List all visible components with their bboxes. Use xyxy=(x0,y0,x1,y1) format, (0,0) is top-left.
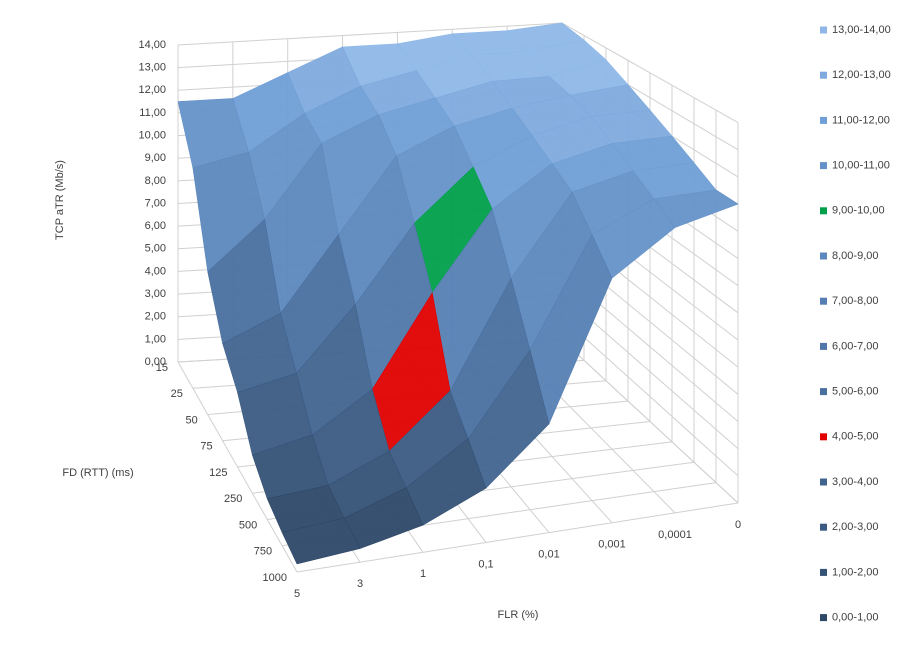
legend-swatch xyxy=(820,523,827,531)
y-tick-label: 1000 xyxy=(263,572,287,584)
legend-label: 12,00-13,00 xyxy=(832,69,891,81)
legend-swatch xyxy=(820,433,827,441)
legend-swatch xyxy=(820,478,827,486)
grid-line xyxy=(296,502,739,573)
grid-line xyxy=(561,339,739,504)
x-axis-label: FLR (%) xyxy=(498,609,539,621)
legend-swatch xyxy=(820,162,827,170)
surface-patch xyxy=(281,517,361,565)
x-tick-label: 0,001 xyxy=(598,539,626,551)
z-tick-label: 7,00 xyxy=(145,197,166,209)
y-tick-label: 250 xyxy=(224,493,242,505)
legend-label: 6,00-7,00 xyxy=(832,340,878,352)
legend-label: 11,00-12,00 xyxy=(832,114,890,126)
legend-label: 9,00-10,00 xyxy=(832,205,885,217)
legend-label: 0,00-1,00 xyxy=(832,612,878,624)
x-tick-label: 0 xyxy=(735,519,741,531)
legend-swatch xyxy=(820,207,827,215)
z-tick-label: 0,00 xyxy=(145,356,166,368)
z-tick-label: 9,00 xyxy=(145,152,166,164)
legend-swatch xyxy=(820,568,827,576)
x-tick-label: 0,1 xyxy=(478,558,493,570)
legend-swatch xyxy=(820,614,827,622)
x-tick-label: 1 xyxy=(420,568,426,580)
legend-label: 4,00-5,00 xyxy=(832,431,878,443)
z-tick-label: 5,00 xyxy=(145,243,166,255)
z-tick-label: 12,00 xyxy=(138,84,166,96)
z-axis-label: TCP aTR (Mb/s) xyxy=(54,160,66,240)
z-tick-label: 13,00 xyxy=(138,62,166,74)
z-tick-label: 14,00 xyxy=(138,39,166,51)
y-axis-label: FD (RTT) (ms) xyxy=(62,467,133,479)
legend-label: 8,00-9,00 xyxy=(832,250,878,262)
legend-label: 5,00-6,00 xyxy=(832,386,878,398)
legend-swatch xyxy=(820,388,827,396)
x-tick-label: 3 xyxy=(357,578,363,590)
x-tick-label: 5 xyxy=(294,588,300,600)
y-tick-label: 50 xyxy=(186,414,198,426)
legend-label: 1,00-2,00 xyxy=(832,566,878,578)
y-tick-label: 500 xyxy=(239,519,257,531)
legend-label: 3,00-4,00 xyxy=(832,476,878,488)
z-tick-label: 4,00 xyxy=(145,265,166,277)
y-tick-label: 125 xyxy=(209,467,227,479)
z-tick-label: 6,00 xyxy=(145,220,166,232)
legend-swatch xyxy=(820,297,827,305)
y-tick-label: 25 xyxy=(171,388,183,400)
grid-line xyxy=(177,361,298,573)
legend-swatch xyxy=(820,26,827,34)
z-tick-label: 10,00 xyxy=(138,129,166,141)
z-tick-label: 3,00 xyxy=(145,288,166,300)
legend-label: 2,00-3,00 xyxy=(832,521,878,533)
y-tick-label: 750 xyxy=(254,546,272,558)
z-tick-label: 8,00 xyxy=(145,175,166,187)
x-tick-label: 0,01 xyxy=(538,548,559,560)
legend-swatch xyxy=(820,342,827,350)
legend-swatch xyxy=(820,116,827,124)
legend-swatch xyxy=(820,71,827,79)
z-tick-label: 1,00 xyxy=(145,333,166,345)
legend-label: 7,00-8,00 xyxy=(832,295,878,307)
legend-swatch xyxy=(820,252,827,260)
z-tick-label: 2,00 xyxy=(145,311,166,323)
y-tick-label: 75 xyxy=(200,441,212,453)
x-tick-label: 0,0001 xyxy=(658,529,692,541)
z-tick-label: 11,00 xyxy=(139,107,166,119)
legend-label: 13,00-14,00 xyxy=(832,24,891,36)
legend-label: 10,00-11,00 xyxy=(832,160,890,172)
y-tick-label: 15 xyxy=(156,362,168,374)
